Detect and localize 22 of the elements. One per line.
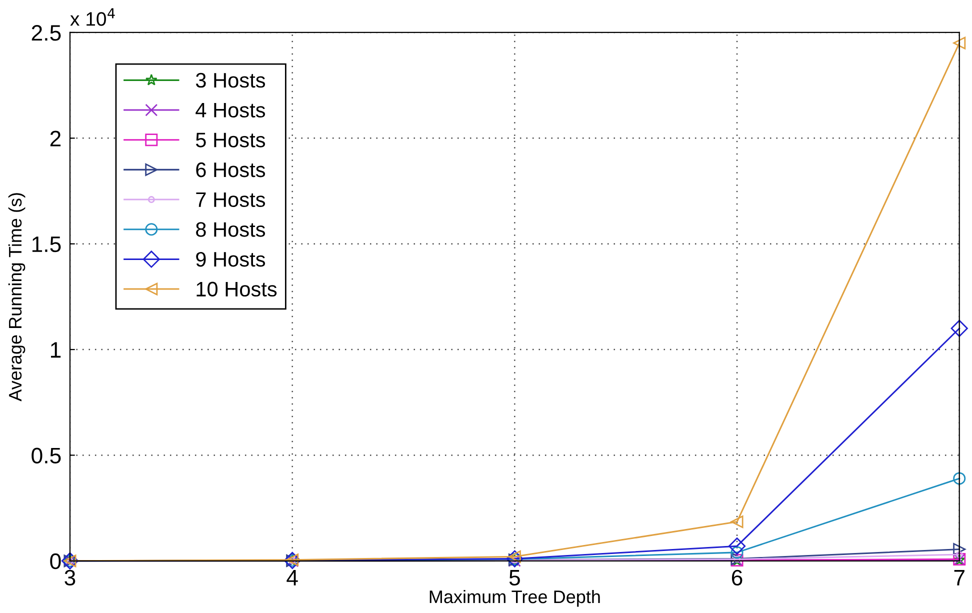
legend-label: 10 Hosts (196, 282, 277, 297)
x-axis-title: Maximum Tree Depth (430, 590, 600, 607)
legend-label: 8 Hosts (196, 222, 266, 237)
legend-label: 9 Hosts (196, 252, 266, 267)
legend-label: 7 Hosts (196, 192, 266, 208)
text: x 10$^{4}$ (70, 8, 115, 26)
y-tick-label: 1 (50, 342, 61, 358)
x-tick-label: 4 (286, 570, 298, 586)
y-axis-title: Average Running Time (s) (8, 193, 26, 402)
x-tick-label: 3 (64, 570, 76, 586)
y-tick-label: 2 (50, 130, 61, 146)
x-tick-label: 6 (732, 570, 742, 586)
legend-label: 6 Hosts (196, 162, 266, 178)
y-tick-label: 0.5 (32, 448, 61, 464)
x-tick-label: 5 (509, 570, 520, 586)
y-tick-label: 1.5 (32, 236, 61, 252)
legend-label: 5 Hosts (196, 132, 266, 148)
y-tick-label: 0 (50, 553, 61, 570)
legend-label: 4 Hosts (196, 102, 266, 118)
x-tick-label: 7 (954, 570, 964, 586)
legend-label: 3 Hosts (196, 72, 266, 88)
y-tick-label: 2.5 (32, 25, 61, 41)
